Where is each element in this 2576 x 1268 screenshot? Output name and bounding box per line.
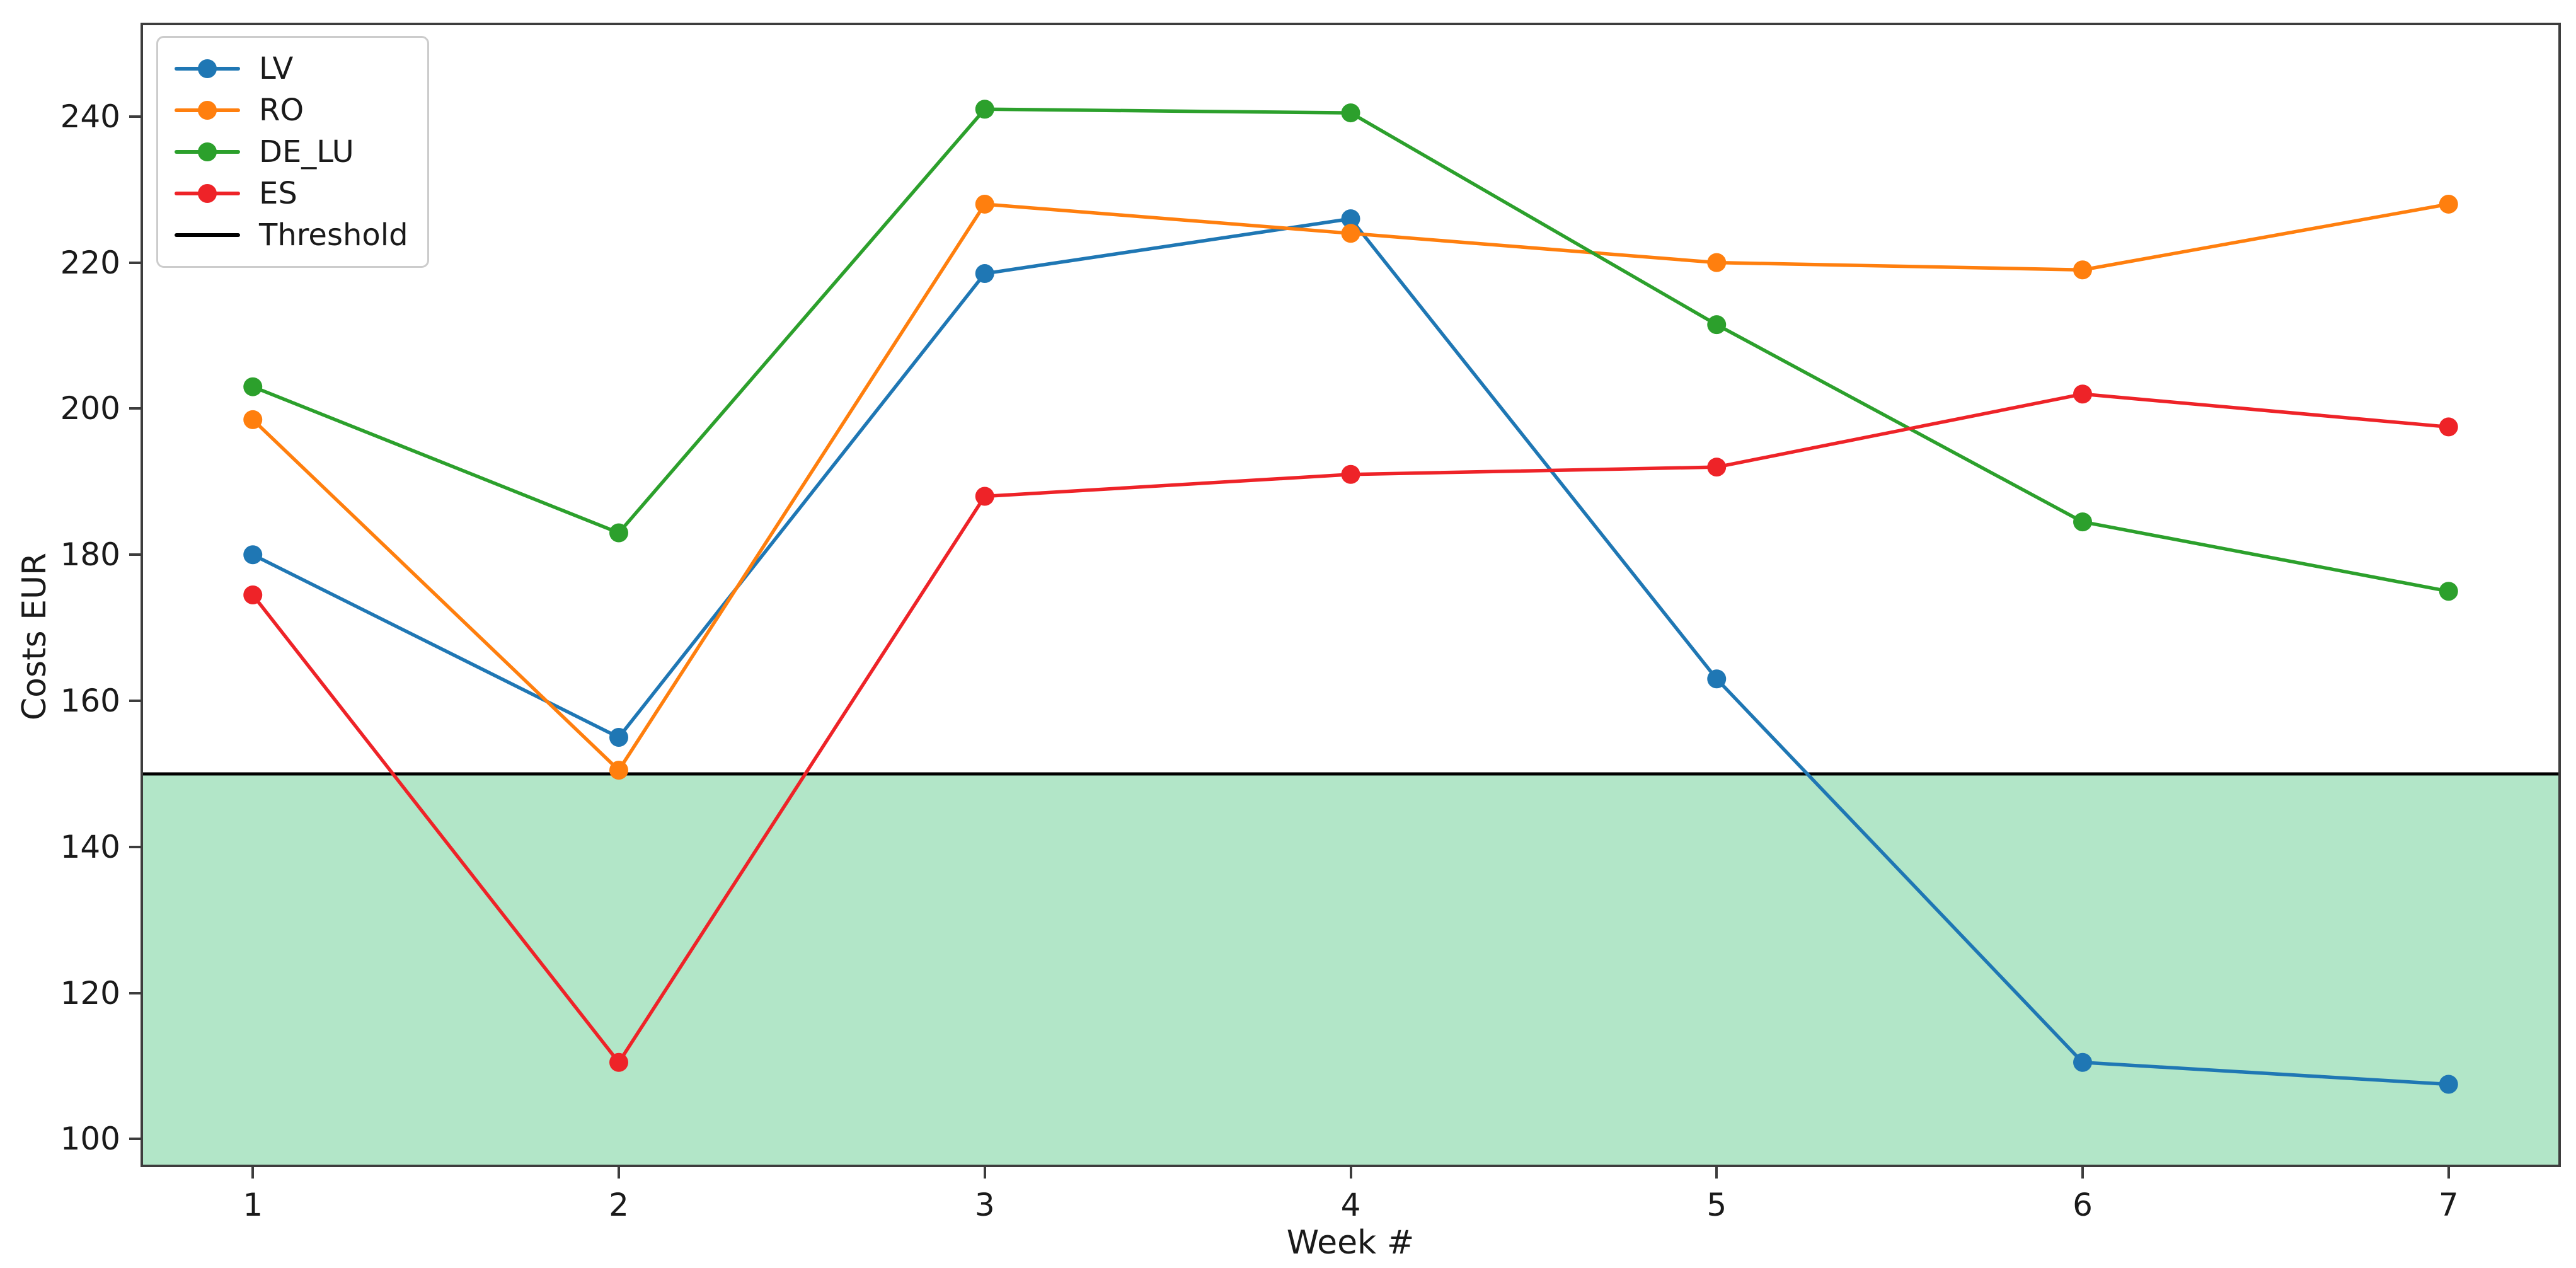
y-tick-mark-180 bbox=[129, 553, 143, 556]
x-tick-mark-6 bbox=[2081, 1165, 2084, 1179]
data-point-LV-week7 bbox=[2439, 1075, 2458, 1094]
data-point-RO-week4 bbox=[1341, 224, 1360, 243]
legend-label-DE_LU: DE_LU bbox=[259, 134, 354, 170]
data-point-ES-week3 bbox=[975, 487, 994, 506]
legend-label-Threshold: Threshold bbox=[259, 217, 408, 253]
x-tick-label-2: 2 bbox=[609, 1187, 629, 1223]
data-point-RO-week5 bbox=[1707, 253, 1727, 272]
x-tick-mark-4 bbox=[1349, 1165, 1352, 1179]
data-point-DE_LU-week2 bbox=[609, 523, 628, 543]
legend-entry-DE_LU: DE_LU bbox=[175, 131, 408, 173]
y-tick-label-180: 180 bbox=[60, 536, 120, 573]
x-tick-label-3: 3 bbox=[974, 1187, 995, 1223]
data-point-LV-week3 bbox=[975, 264, 994, 284]
data-point-RO-week2 bbox=[609, 761, 628, 780]
x-tick-label-1: 1 bbox=[243, 1187, 263, 1223]
legend-label-LV: LV bbox=[259, 51, 294, 86]
y-tick-label-240: 240 bbox=[60, 98, 120, 135]
x-tick-label-4: 4 bbox=[1340, 1187, 1361, 1223]
x-tick-mark-5 bbox=[1715, 1165, 1718, 1179]
legend-sample-LV bbox=[175, 59, 240, 79]
y-tick-mark-220 bbox=[129, 261, 143, 264]
data-point-LV-week6 bbox=[2073, 1052, 2093, 1072]
legend-sample-Threshold bbox=[175, 225, 240, 245]
y-tick-label-100: 100 bbox=[60, 1121, 120, 1158]
y-tick-mark-160 bbox=[129, 700, 143, 703]
data-point-DE_LU-week6 bbox=[2073, 512, 2093, 532]
data-point-ES-week4 bbox=[1341, 464, 1360, 484]
data-point-LV-week4 bbox=[1341, 209, 1360, 229]
data-point-ES-week1 bbox=[243, 585, 263, 604]
x-tick-mark-7 bbox=[2447, 1165, 2450, 1179]
y-tick-label-160: 160 bbox=[60, 683, 120, 720]
data-point-ES-week5 bbox=[1707, 458, 1727, 477]
legend-marker-icon-LV bbox=[198, 59, 217, 78]
data-point-RO-week7 bbox=[2439, 194, 2458, 214]
legend-entry-ES: ES bbox=[175, 173, 408, 214]
data-point-LV-week1 bbox=[243, 545, 263, 565]
legend-entry-RO: RO bbox=[175, 89, 408, 131]
legend-line-icon-Threshold bbox=[175, 233, 240, 237]
y-tick-label-120: 120 bbox=[60, 974, 120, 1012]
legend-sample-ES bbox=[175, 183, 240, 204]
data-point-ES-week2 bbox=[609, 1052, 628, 1072]
x-tick-mark-3 bbox=[983, 1165, 986, 1179]
y-axis-label: Costs EUR bbox=[16, 552, 54, 721]
legend-marker-icon-RO bbox=[198, 101, 217, 120]
y-tick-mark-240 bbox=[129, 115, 143, 118]
x-tick-label-7: 7 bbox=[2438, 1187, 2459, 1223]
legend-sample-RO bbox=[175, 100, 240, 120]
data-point-ES-week7 bbox=[2439, 417, 2458, 437]
x-axis-label: Week # bbox=[1286, 1224, 1415, 1262]
legend-entry-LV: LV bbox=[175, 48, 408, 89]
y-tick-label-220: 220 bbox=[60, 244, 120, 281]
data-point-ES-week6 bbox=[2073, 384, 2093, 404]
legend-sample-DE_LU bbox=[175, 142, 240, 162]
series-line-DE_LU bbox=[251, 107, 2451, 593]
legend-entry-Threshold: Threshold bbox=[175, 214, 408, 256]
series-line-RO bbox=[251, 202, 2451, 772]
chart-svg bbox=[143, 100, 2558, 1165]
x-tick-mark-1 bbox=[251, 1165, 255, 1179]
x-tick-label-6: 6 bbox=[2073, 1187, 2093, 1223]
data-point-DE_LU-week4 bbox=[1341, 103, 1360, 123]
data-point-LV-week5 bbox=[1707, 669, 1727, 689]
data-point-DE_LU-week1 bbox=[243, 377, 263, 396]
y-tick-mark-140 bbox=[129, 845, 143, 848]
y-tick-label-140: 140 bbox=[60, 828, 120, 865]
data-point-DE_LU-week3 bbox=[975, 100, 994, 119]
data-point-RO-week6 bbox=[2073, 260, 2093, 280]
y-tick-mark-200 bbox=[129, 407, 143, 410]
legend-label-RO: RO bbox=[259, 93, 304, 128]
y-tick-mark-120 bbox=[129, 991, 143, 994]
x-tick-mark-2 bbox=[617, 1165, 620, 1179]
data-point-RO-week3 bbox=[975, 194, 994, 214]
data-point-RO-week1 bbox=[243, 410, 263, 429]
y-tick-label-200: 200 bbox=[60, 390, 120, 427]
y-tick-mark-100 bbox=[129, 1138, 143, 1141]
legend-label-ES: ES bbox=[259, 176, 297, 211]
data-point-LV-week2 bbox=[609, 728, 628, 747]
legend-marker-icon-ES bbox=[198, 184, 217, 203]
data-point-DE_LU-week7 bbox=[2439, 582, 2458, 601]
legend-marker-icon-DE_LU bbox=[198, 142, 217, 161]
x-tick-label-5: 5 bbox=[1706, 1187, 1727, 1223]
legend: LV RO DE_LU ES Threshold bbox=[156, 36, 429, 268]
data-point-DE_LU-week5 bbox=[1707, 315, 1727, 335]
threshold-band bbox=[143, 773, 2558, 1165]
